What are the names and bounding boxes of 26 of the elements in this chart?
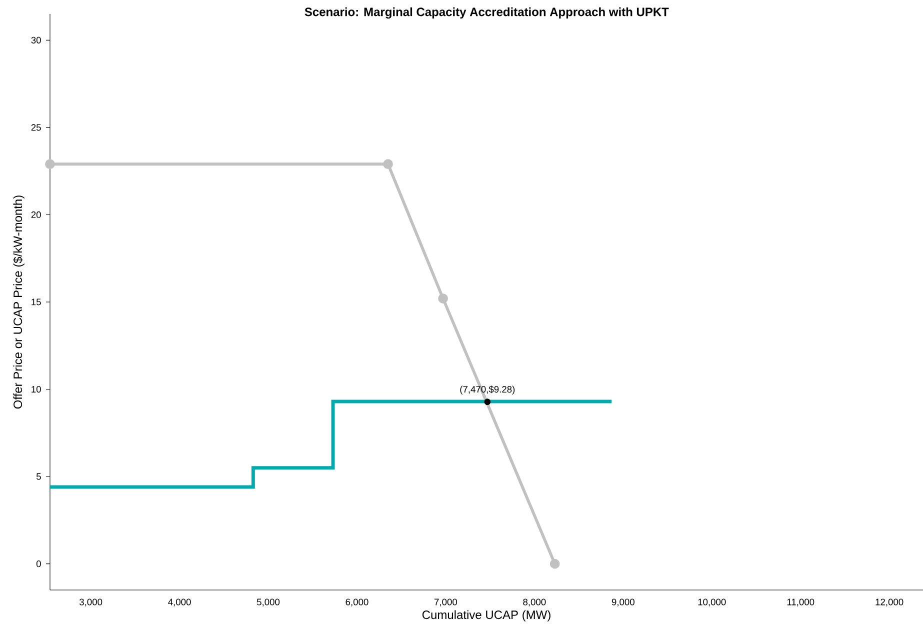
x-axis-title: Cumulative UCAP (MW) [422,610,550,622]
y-axis-title: Offer Price or UCAP Price ($/kW-month) [13,196,24,409]
x-tick-label: 4,000 [168,598,191,606]
x-tick-label: 8,000 [523,598,546,606]
y-tick-label: 30 [31,36,41,44]
x-tick-label: 6,000 [346,598,368,606]
y-tick-label: 5 [36,473,41,480]
point [45,159,55,170]
x-tick-label: 5,000 [256,598,280,606]
chart-title: Scenario: Marginal Capacity Accreditation Approach with UPKT [304,7,669,19]
y-tick-label: 10 [32,386,41,393]
y-tick-label: 0 [36,560,41,568]
point [484,398,491,406]
x-tick-label: 7,000 [434,598,458,606]
x-tick-label: 12,000 [876,598,904,606]
y-tick-label: 15 [32,298,41,306]
x-tick-label: 9,000 [612,598,634,606]
point [550,558,560,569]
point [438,294,448,304]
y-tick-label: 25 [31,124,41,131]
annotation: (7,470,$9.28) [460,386,515,394]
y-tick-label: 20 [31,211,41,218]
point [383,159,393,170]
x-tick-label: 10,000 [698,598,726,606]
x-tick-label: 3,000 [79,598,102,606]
x-tick-label: 11,000 [787,598,814,606]
